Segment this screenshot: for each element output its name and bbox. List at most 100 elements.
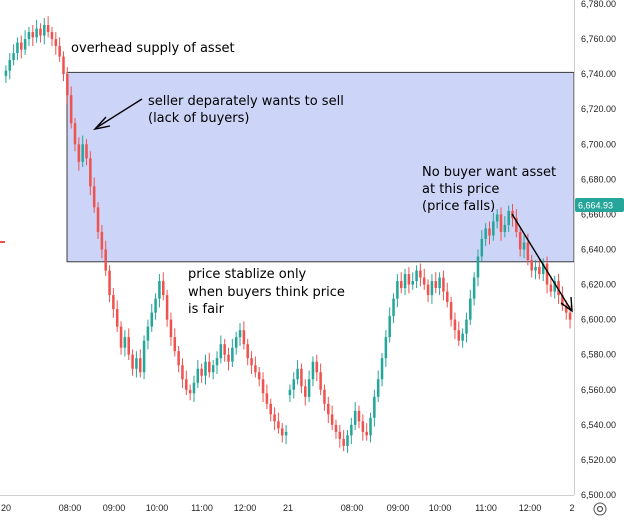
annotation-price-stabilize-line-3: is fair (188, 302, 225, 317)
candle-body (215, 358, 219, 366)
x-tick-label: 12:00 (234, 503, 257, 513)
candle-body (499, 214, 503, 232)
candle-body (545, 263, 549, 285)
candle-body (8, 60, 12, 71)
candle-body (46, 25, 50, 33)
annotation-seller-line-1: seller deparately wants to sell (148, 94, 344, 109)
candle-body (334, 424, 338, 432)
candle-body (503, 224, 507, 232)
candle-body (231, 347, 234, 362)
candle-body (146, 326, 150, 341)
candle-body (311, 361, 315, 380)
candle-body (261, 379, 265, 394)
candle-body (39, 28, 42, 36)
candle-body (319, 372, 322, 390)
candle-body (269, 403, 272, 415)
candle-body (58, 46, 61, 57)
candle-body (12, 53, 15, 61)
candle-body (492, 221, 495, 236)
candle-body (564, 305, 568, 313)
candle-body (415, 270, 418, 282)
candle-body (92, 186, 96, 208)
candle-body (20, 42, 23, 50)
x-tick-label: 09:00 (387, 503, 410, 513)
y-tick-label: 6,760.00 (581, 34, 616, 44)
candle-body (373, 396, 376, 418)
x-tick-label: 12:00 (519, 503, 542, 513)
candle-body (127, 337, 130, 355)
candle-body (16, 42, 19, 54)
annotation-price-stabilize-line-1: price stablize only (188, 267, 307, 282)
x-axis-ticks[interactable]: 20 08:00 09:00 10:00 11:00 12:00 21 08:00 09:00 1… (1, 503, 575, 513)
candle-body (526, 242, 530, 261)
annotation-price-stabilize-line-2: when buyers think price (188, 285, 345, 300)
y-tick-label: 6,740.00 (581, 69, 616, 79)
candle-body (438, 277, 441, 289)
candle-body (361, 421, 365, 432)
candle-body (292, 379, 296, 390)
candle-body (43, 25, 46, 36)
candle-body (257, 372, 261, 380)
y-tick-label: 6,720.00 (581, 104, 616, 114)
candle-body (150, 312, 154, 327)
candle-body (561, 295, 564, 306)
candle-body (411, 281, 414, 285)
candle-body (238, 330, 242, 338)
candle-body (89, 158, 92, 187)
candle-body (69, 95, 73, 124)
candle-body (469, 298, 472, 320)
settings-button-bg[interactable] (593, 502, 607, 516)
price-falls-arrow-line (511, 213, 572, 311)
candle-body (488, 228, 491, 236)
candle-body (162, 281, 165, 296)
candle-body (392, 298, 395, 317)
y-tick-label: 6,540.00 (581, 420, 616, 430)
candle-body (135, 358, 138, 369)
settings-button[interactable] (593, 502, 607, 516)
x-tick-label: 21 (283, 503, 293, 513)
x-tick-label: 11:00 (475, 503, 497, 513)
candle-body (495, 214, 499, 222)
candle-body (346, 435, 349, 446)
candle-body (422, 277, 426, 285)
candle-body (353, 410, 357, 425)
candle-body (96, 207, 100, 232)
x-tick-label: 2 (569, 503, 574, 513)
candle-body (50, 32, 54, 40)
candle-body (369, 417, 372, 436)
y-axis-ticks[interactable]: 6,780.00 6,760.00 6,740.00 6,720.00 6,700.00… (581, 0, 616, 500)
x-tick-label: 10:00 (146, 503, 169, 513)
candle-body (430, 281, 434, 296)
candle-body (384, 337, 388, 359)
y-tick-label: 6,680.00 (581, 174, 616, 184)
candle-body (35, 28, 38, 38)
candle-body (73, 123, 77, 145)
candle-body (181, 365, 184, 380)
candle-body (138, 358, 142, 373)
current-price-tag: 6,664.93 (575, 198, 624, 212)
candle-body (242, 330, 246, 345)
candle-body (185, 379, 188, 390)
candle-body (507, 210, 510, 225)
candle-body (480, 238, 484, 257)
annotation-no-buyer-line-2: at this price (422, 182, 499, 197)
candle-body (131, 354, 134, 369)
y-tick-label: 6,560.00 (581, 385, 616, 395)
candle-body (81, 144, 84, 162)
candle-body (388, 316, 391, 338)
candle-body (476, 256, 480, 278)
x-tick-label: 08:00 (59, 503, 82, 513)
candle-body (254, 365, 257, 373)
candle-body (407, 274, 411, 285)
gear-icon[interactable] (596, 505, 604, 513)
annotation-seller-line-2: (lack of buyers) (148, 111, 250, 126)
candle-body (549, 284, 553, 292)
candle-body (108, 270, 111, 296)
current-price-label: 6,664.93 (578, 201, 613, 211)
candle-body (123, 337, 127, 348)
candle-body (154, 298, 157, 313)
seller-arrow-head (93, 116, 111, 131)
candle-body (338, 431, 342, 439)
candle-body (54, 39, 58, 47)
